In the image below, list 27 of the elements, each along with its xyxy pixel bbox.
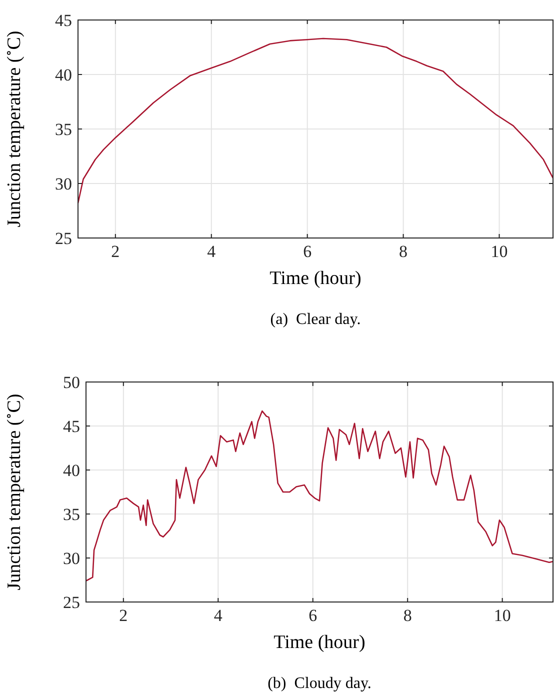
x-tick-label: 2 [119, 606, 128, 625]
text: (a) Clear day. [270, 311, 361, 328]
y-tick-label: 35 [63, 504, 80, 524]
line-series [77, 38, 554, 204]
text: (b) Cloudy day. [268, 675, 372, 692]
y-tick-label: 40 [63, 460, 80, 480]
x-tick-label: 10 [490, 242, 508, 261]
y-tick-label: 40 [55, 65, 72, 84]
x-tick-label: 2 [111, 242, 120, 261]
y-tick-label: 30 [63, 548, 80, 568]
y-tick-label: 30 [55, 174, 72, 194]
x-tick-label: 10 [494, 606, 511, 625]
x-axis-title: Time (hour) [270, 268, 362, 289]
y-tick-label: 45 [63, 416, 80, 436]
x-axis-title: Time (hour) [274, 632, 366, 653]
x-tick-label: 8 [399, 242, 408, 261]
x-tick-label: 6 [308, 606, 318, 625]
x-tick-label: 4 [207, 242, 216, 261]
x-tick-label: 6 [303, 242, 312, 261]
y-tick-label: 35 [55, 120, 72, 139]
y-tick-label: 25 [55, 228, 72, 248]
x-tick-label: 8 [403, 606, 412, 625]
y-tick-label: 50 [63, 372, 80, 392]
y-tick-label: 45 [55, 10, 72, 30]
x-tick-label: 4 [214, 606, 223, 625]
line-series [85, 410, 554, 582]
y-tick-label: 25 [63, 592, 80, 612]
